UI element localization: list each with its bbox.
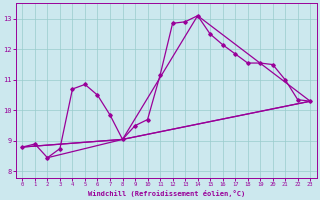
X-axis label: Windchill (Refroidissement éolien,°C): Windchill (Refroidissement éolien,°C): [88, 190, 245, 197]
